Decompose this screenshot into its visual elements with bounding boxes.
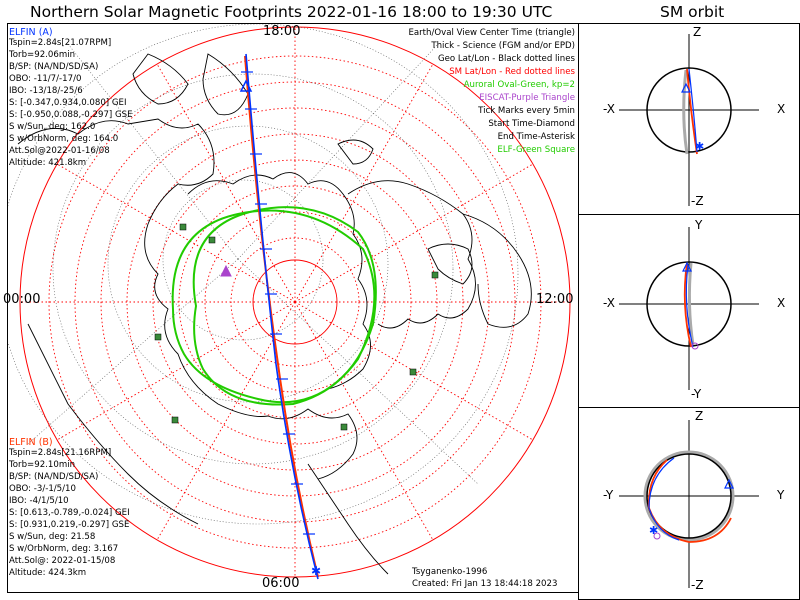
orbit-plot-xz: ✱ xyxy=(619,34,759,206)
elfin-a-line: Att.Sol@2022-01-16/08 xyxy=(9,146,110,156)
legend-item: SM Lat/Lon - Red dotted lines xyxy=(449,67,575,77)
elfin-b-info: ELFIN (B) Tspin=2.84s[21.16RPM] Torb=92.… xyxy=(9,437,130,579)
elfin-a-line: S w/Sun, deg: 162.0 xyxy=(9,122,96,132)
axis-label-left: -X xyxy=(603,296,615,310)
axis-label-bottom: -Z xyxy=(691,194,704,208)
orbit-panel-yz: ✱ Z -Z -Y Y xyxy=(578,407,800,600)
axis-label-top: Y xyxy=(695,218,703,232)
svg-text:✱: ✱ xyxy=(695,140,704,153)
elfin-b-line: S: [0.613,-0.789,-0.024] GEI xyxy=(9,508,130,518)
clock-label-18: 18:00 xyxy=(263,24,301,39)
model-credit: Tsyganenko-1996 xyxy=(412,567,488,577)
legend-item: Earth/Oval View Center Time (triangle) xyxy=(408,28,575,38)
legend-item: EISCAT-Purple Triangle xyxy=(479,93,575,103)
legend-item: Tick Marks every 5min xyxy=(478,106,575,116)
legend-item: Thick - Science (FGM and/or EPD) xyxy=(431,41,575,51)
elfin-b-line: Att.Sol@: 2022-01-15/08 xyxy=(9,556,116,566)
eiscat-triangle xyxy=(220,264,232,277)
elfin-a-line: OBO: -11/7/-17/0 xyxy=(9,74,82,84)
elfin-b-line: S: [0.931,0.219,-0.297] GSE xyxy=(9,520,130,530)
elfin-b-line: Torb=92.10min xyxy=(9,460,76,470)
elfin-a-header: ELFIN (A) xyxy=(9,27,53,38)
orbit-title: SM orbit xyxy=(660,3,725,21)
auroral-oval-outer xyxy=(171,209,376,404)
legend: Earth/Oval View Center Time (triangle) T… xyxy=(408,28,575,155)
elf-stations xyxy=(154,223,439,431)
elfin-a-line: S w/OrbNorm, deg: 164.0 xyxy=(9,134,119,144)
legend-item: Start Time-Diamond xyxy=(488,119,575,129)
elfin-a-line: Altitude: 421.8km xyxy=(9,158,87,168)
elfin-a-line: S: [-0.950,0.088,-0.297] GSE xyxy=(9,110,133,120)
clock-label-00: 00:00 xyxy=(3,292,41,307)
coastlines xyxy=(17,53,532,575)
elfin-b-header: ELFIN (B) xyxy=(9,437,53,448)
clock-label-06: 06:00 xyxy=(262,576,300,591)
axis-label-bottom: -Y xyxy=(691,387,702,401)
legend-item: End Time-Asterisk xyxy=(497,132,575,142)
orbit-plot-xy xyxy=(619,227,759,390)
elfin-a-line: Torb=92.06min xyxy=(9,50,76,60)
elfin-a-line: S: [-0.347,0.934,0.080] GEI xyxy=(9,98,127,108)
elfin-a-line: Tspin=2.84s[21.07RPM] xyxy=(9,38,112,48)
orbit-plot-yz: ✱ xyxy=(619,420,759,588)
elfin-b-line: Altitude: 424.3km xyxy=(9,568,87,578)
axis-label-right: Y xyxy=(777,488,785,502)
axis-label-left: -Y xyxy=(603,488,614,502)
elfin-b-line: S w/Sun, deg: 21.58 xyxy=(9,532,96,542)
sm-longitude-lines xyxy=(20,27,570,577)
axis-label-top: Z xyxy=(695,409,704,423)
map-title: Northern Solar Magnetic Footprints 2022-… xyxy=(30,3,553,21)
elfin-b-line: B/SP: (NA/ND/SD/SA) xyxy=(9,472,99,482)
sm-inner-circle xyxy=(252,259,338,345)
elfin-a-ticks xyxy=(241,71,315,535)
elfin-a-end-asterisk: ✱ xyxy=(311,564,321,578)
geo-grid xyxy=(8,24,519,525)
orbit-panel-xz: ✱ Z -Z -X X xyxy=(578,23,800,215)
axis-label-left: -X xyxy=(603,102,615,116)
elfin-b-track xyxy=(244,55,319,578)
sm-boundary-circle xyxy=(19,26,571,578)
elfin-a-line: B/SP: (NA/ND/SD/SA) xyxy=(9,62,99,72)
axis-label-right: X xyxy=(777,102,786,116)
elfin-a-track xyxy=(245,53,319,580)
svg-text:✱: ✱ xyxy=(649,524,658,537)
elfin-a-info: ELFIN (A) Tspin=2.84s[21.07RPM] Torb=92.… xyxy=(9,27,133,169)
legend-item: ELF-Green Square xyxy=(497,145,575,155)
footprint-map-panel: ✱ 18:00 00:00 12:00 06:00 ELFIN (A) Tspi… xyxy=(3,23,579,593)
axis-label-bottom: -Z xyxy=(691,578,704,592)
elfin-b-line: Tspin=2.84s[21.16RPM] xyxy=(9,448,112,458)
orbit-panel-xy: Y -Y -X X xyxy=(578,214,800,408)
elfin-b-line: OBO: -3/-1/5/10 xyxy=(9,484,76,494)
elfin-a-line: IBO: -13/18/-25/6 xyxy=(9,86,83,96)
clock-label-12: 12:00 xyxy=(536,292,574,307)
legend-item: Geo Lat/Lon - Black dotted lines xyxy=(437,54,575,64)
elfin-a-view-center-triangle xyxy=(239,79,253,92)
footprint-map: ✱ xyxy=(8,24,571,580)
elfin-b-line: S w/OrbNorm, deg: 3.167 xyxy=(9,544,119,554)
axis-label-top: Z xyxy=(693,25,702,39)
legend-item: Auroral Oval-Green, kp=2 xyxy=(463,80,575,90)
axis-label-right: X xyxy=(777,296,786,310)
created-timestamp: Created: Fri Jan 13 18:44:18 2023 xyxy=(412,579,558,589)
elfin-b-line: IBO: -4/1/5/10 xyxy=(9,496,69,506)
